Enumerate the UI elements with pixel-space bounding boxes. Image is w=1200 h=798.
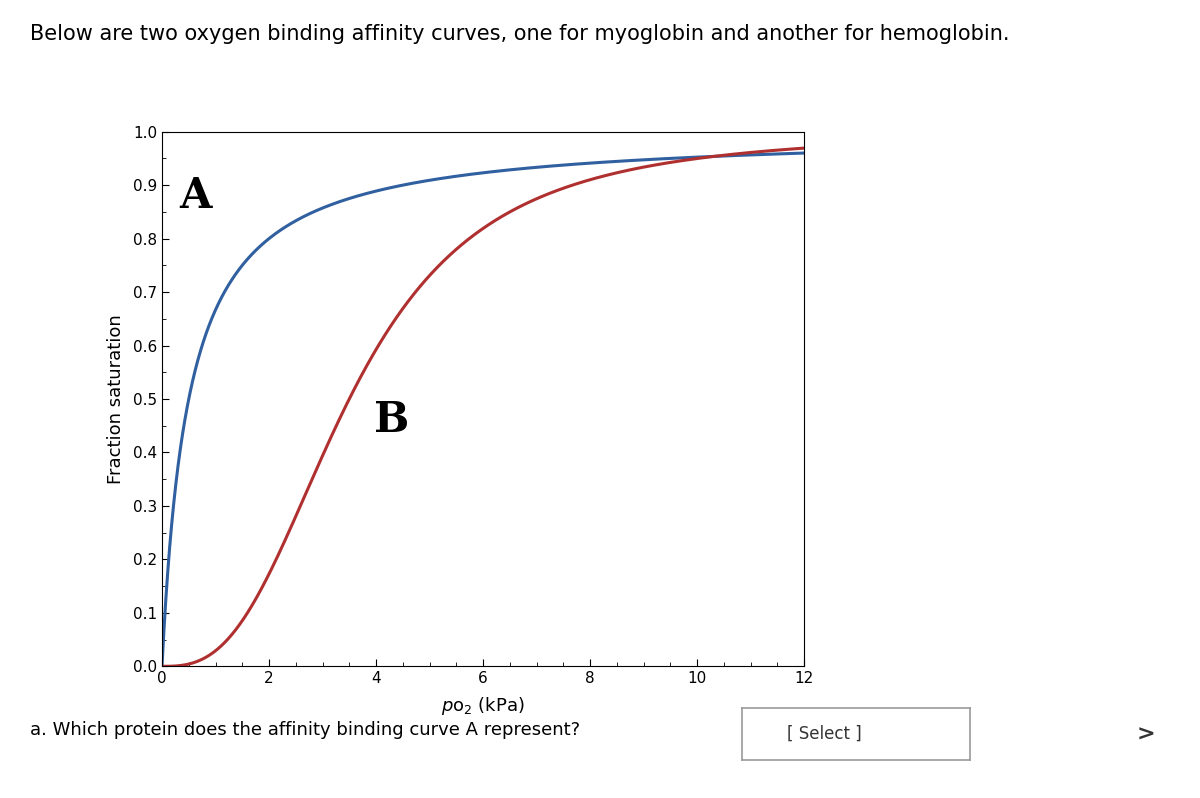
- Text: A: A: [179, 175, 211, 217]
- Y-axis label: Fraction saturation: Fraction saturation: [107, 314, 125, 484]
- Text: Below are two oxygen binding affinity curves, one for myoglobin and another for : Below are two oxygen binding affinity cu…: [30, 24, 1009, 44]
- Text: B: B: [374, 399, 409, 441]
- X-axis label: $\it{p}$o$_2$ (kPa): $\it{p}$o$_2$ (kPa): [442, 694, 524, 717]
- Text: a. Which protein does the affinity binding curve A represent?: a. Which protein does the affinity bindi…: [30, 721, 580, 739]
- Text: [ Select ]: [ Select ]: [787, 725, 862, 743]
- Text: >: >: [1136, 724, 1156, 745]
